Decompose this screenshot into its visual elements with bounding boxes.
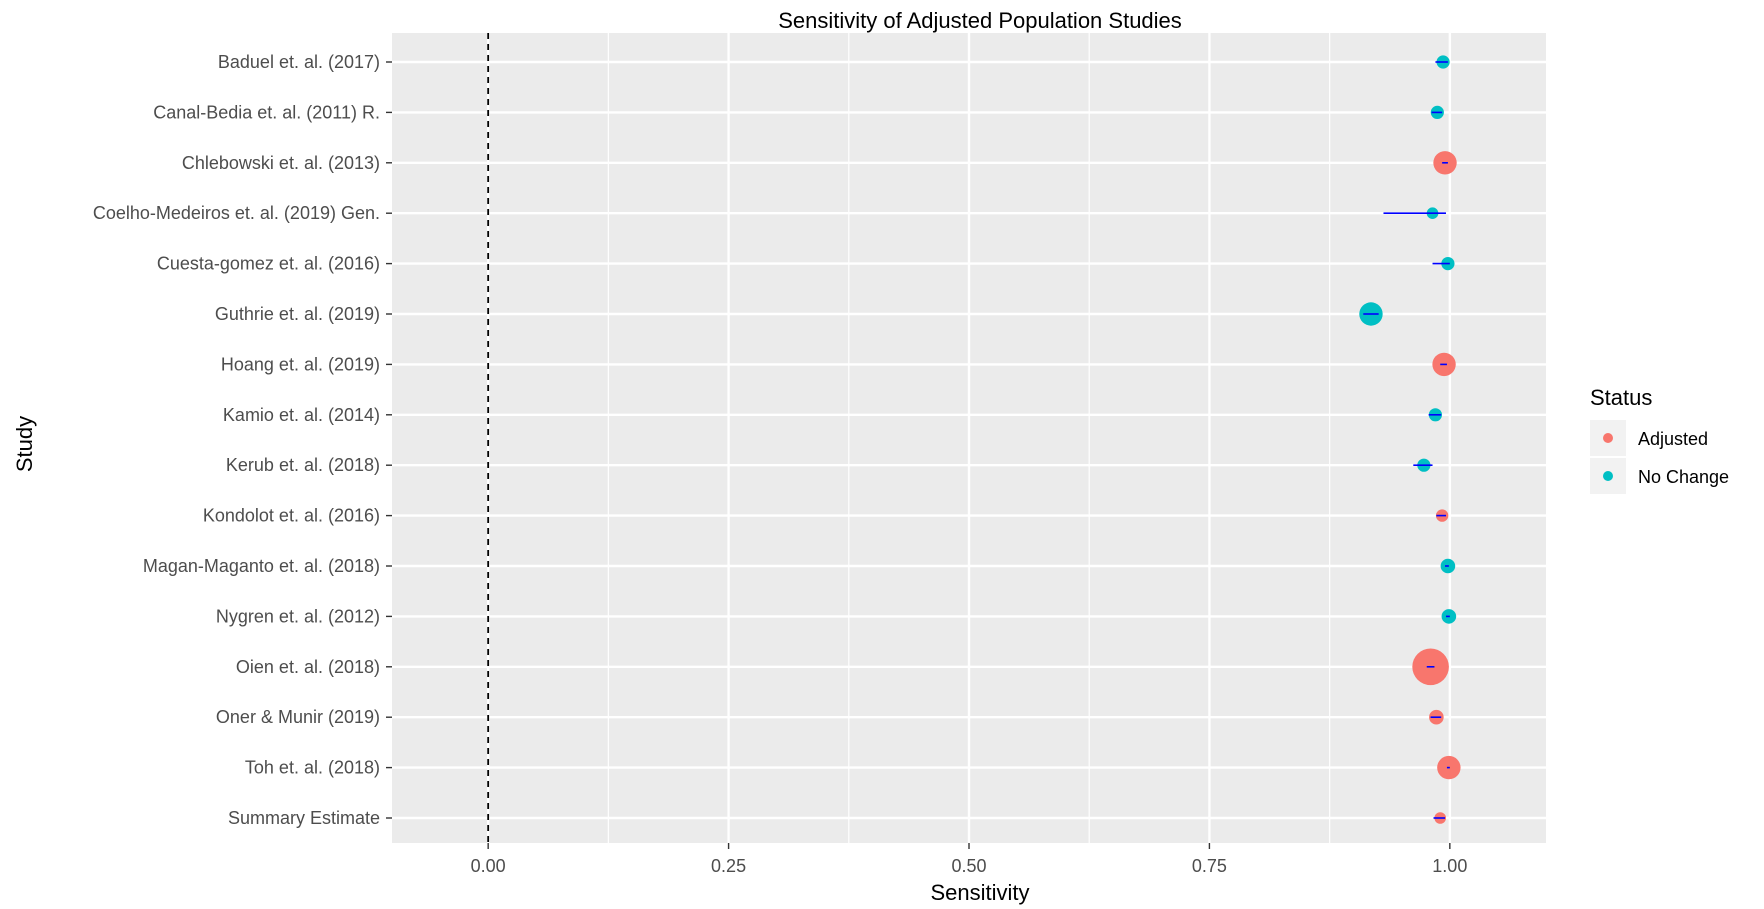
x-tick-label: 0.50: [951, 856, 986, 876]
confidence-intervals: [1363, 61, 1450, 819]
y-tick-label: Chlebowski et. al. (2013): [182, 153, 380, 173]
legend-dot-adjusted: [1603, 433, 1613, 443]
y-tick-label: Oner & Munir (2019): [216, 707, 380, 727]
legend-label-adjusted: Adjusted: [1638, 429, 1708, 449]
legend-title: Status: [1590, 385, 1652, 410]
y-tick-label: Coelho-Medeiros et. al. (2019) Gen.: [93, 203, 380, 223]
x-tick-label: 0.75: [1192, 856, 1227, 876]
legend-dot-no-change: [1603, 471, 1613, 481]
x-axis-title: Sensitivity: [930, 880, 1029, 905]
x-tick-label: 1.00: [1432, 856, 1467, 876]
y-tick-label: Kerub et. al. (2018): [226, 455, 380, 475]
x-tick-label: 0.25: [711, 856, 746, 876]
y-tick-label: Kamio et. al. (2014): [223, 405, 380, 425]
chart-title: Sensitivity of Adjusted Population Studi…: [778, 8, 1182, 33]
y-tick-label: Summary Estimate: [228, 808, 380, 828]
y-tick-label: Oien et. al. (2018): [236, 657, 380, 677]
y-tick-label: Magan-Maganto et. al. (2018): [143, 556, 380, 576]
y-tick-label: Hoang et. al. (2019): [221, 354, 380, 374]
x-tick-label: 0.00: [471, 856, 506, 876]
y-tick-label: Toh et. al. (2018): [245, 758, 380, 778]
y-tick-label: Baduel et. al. (2017): [218, 52, 380, 72]
y-axis-title: Study: [12, 416, 37, 472]
y-tick-label: Kondolot et. al. (2016): [203, 506, 380, 526]
y-tick-label: Nygren et. al. (2012): [216, 606, 380, 626]
y-tick-label: Guthrie et. al. (2019): [215, 304, 380, 324]
legend: Status Adjusted No Change: [1590, 385, 1729, 494]
y-tick-label: Canal-Bedia et. al. (2011) R.: [153, 102, 380, 122]
x-axis-ticks: 0.00 0.25 0.50 0.75 1.00: [471, 843, 1467, 876]
y-tick-label: Cuesta-gomez et. al. (2016): [157, 254, 380, 274]
y-axis-ticks: Baduel et. al. (2017) Canal-Bedia et. al.…: [93, 52, 392, 828]
legend-label-no-change: No Change: [1638, 467, 1729, 487]
